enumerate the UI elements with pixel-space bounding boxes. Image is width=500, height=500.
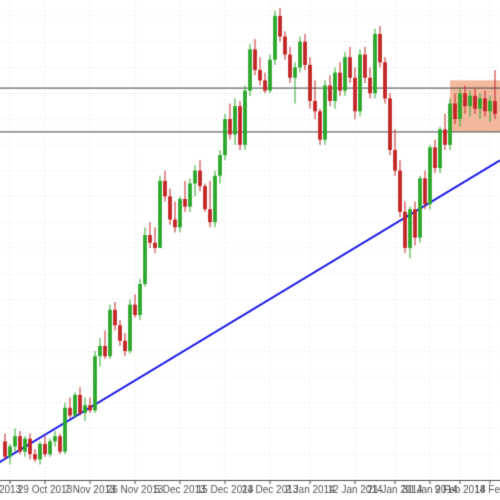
price-candlestick-chart — [0, 0, 500, 500]
